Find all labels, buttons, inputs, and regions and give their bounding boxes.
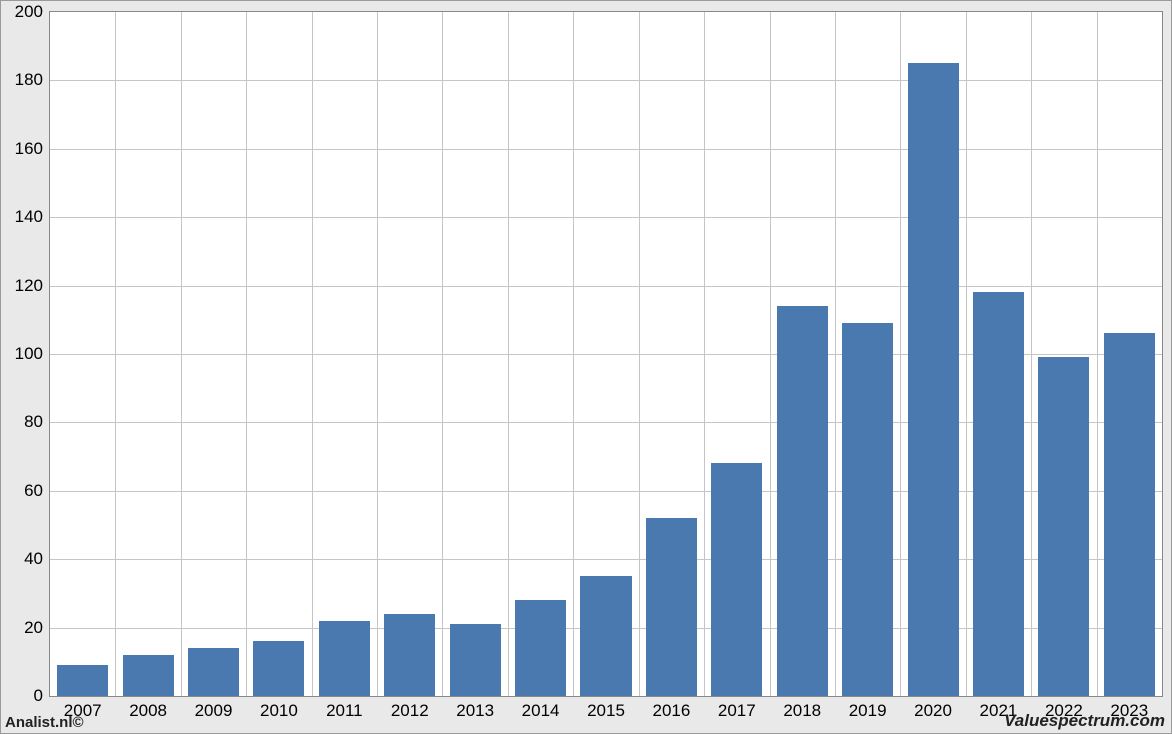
x-tick-label: 2017 <box>718 701 756 721</box>
gridline-vertical <box>508 12 509 696</box>
plot-area <box>49 11 1163 697</box>
x-tick-label: 2018 <box>783 701 821 721</box>
y-tick-label: 100 <box>3 344 43 364</box>
y-tick-label: 160 <box>3 139 43 159</box>
y-tick-label: 120 <box>3 276 43 296</box>
gridline-vertical <box>442 12 443 696</box>
x-tick-label: 2019 <box>849 701 887 721</box>
gridline-vertical <box>639 12 640 696</box>
bar <box>188 648 239 696</box>
y-tick-label: 80 <box>3 412 43 432</box>
bar <box>1104 333 1155 696</box>
gridline-vertical <box>770 12 771 696</box>
bar <box>973 292 1024 696</box>
bar <box>646 518 697 696</box>
bar <box>450 624 501 696</box>
x-tick-label: 2010 <box>260 701 298 721</box>
bar <box>1038 357 1089 696</box>
footer-right-credit: Valuespectrum.com <box>1004 711 1165 731</box>
y-tick-label: 200 <box>3 2 43 22</box>
gridline-vertical <box>900 12 901 696</box>
y-tick-label: 0 <box>3 686 43 706</box>
gridline-vertical <box>835 12 836 696</box>
x-tick-label: 2008 <box>129 701 167 721</box>
gridline-vertical <box>704 12 705 696</box>
x-tick-label: 2011 <box>326 701 363 721</box>
gridline-vertical <box>181 12 182 696</box>
y-tick-label: 40 <box>3 549 43 569</box>
gridline-horizontal <box>50 149 1162 150</box>
y-tick-label: 140 <box>3 207 43 227</box>
gridline-vertical <box>377 12 378 696</box>
bar <box>908 63 959 696</box>
bar <box>842 323 893 696</box>
x-tick-label: 2012 <box>391 701 429 721</box>
gridline-vertical <box>1031 12 1032 696</box>
y-tick-label: 60 <box>3 481 43 501</box>
gridline-vertical <box>1097 12 1098 696</box>
gridline-vertical <box>573 12 574 696</box>
gridline-horizontal <box>50 80 1162 81</box>
bar <box>515 600 566 696</box>
x-tick-label: 2020 <box>914 701 952 721</box>
gridline-vertical <box>312 12 313 696</box>
gridline-horizontal <box>50 217 1162 218</box>
gridline-vertical <box>966 12 967 696</box>
bar <box>123 655 174 696</box>
bar <box>580 576 631 696</box>
x-tick-label: 2009 <box>195 701 233 721</box>
gridline-vertical <box>115 12 116 696</box>
footer-left-credit: Analist.nl© <box>5 714 84 731</box>
bar <box>711 463 762 696</box>
x-tick-label: 2016 <box>652 701 690 721</box>
bar <box>384 614 435 696</box>
bar <box>319 621 370 696</box>
gridline-vertical <box>246 12 247 696</box>
y-tick-label: 20 <box>3 618 43 638</box>
x-tick-label: 2014 <box>522 701 560 721</box>
x-tick-label: 2015 <box>587 701 625 721</box>
y-tick-label: 180 <box>3 70 43 90</box>
bar <box>777 306 828 696</box>
chart-container: 020406080100120140160180200 200720082009… <box>0 0 1172 734</box>
bar <box>253 641 304 696</box>
x-tick-label: 2013 <box>456 701 494 721</box>
bar <box>57 665 108 696</box>
gridline-horizontal <box>50 286 1162 287</box>
